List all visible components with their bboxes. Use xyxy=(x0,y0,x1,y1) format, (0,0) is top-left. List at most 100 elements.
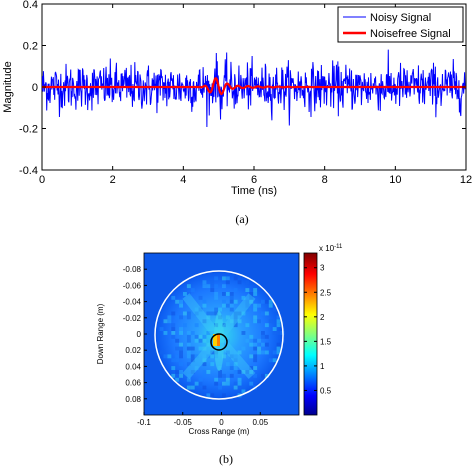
heatmap-cell xyxy=(206,370,211,374)
heatmap-cell xyxy=(175,346,180,351)
heatmap-cell xyxy=(245,303,250,308)
heatmap-cell xyxy=(233,370,238,374)
heatmap-y-tick-label: -0.02 xyxy=(123,314,142,323)
heatmap-cell xyxy=(225,315,230,320)
heatmap-cell xyxy=(249,381,254,386)
heatmap-cell xyxy=(167,319,172,324)
heatmap-cell xyxy=(206,331,211,335)
heatmap-cell xyxy=(276,319,281,324)
heatmap-cell xyxy=(249,334,254,339)
heatmap-cell xyxy=(202,373,207,378)
heatmap-cell xyxy=(218,373,222,378)
heatmap-cell xyxy=(186,346,191,351)
top-x-tick-label: 8 xyxy=(322,174,328,186)
target-circle xyxy=(210,333,228,351)
heatmap-cell xyxy=(198,334,203,339)
heatmap-cell xyxy=(202,303,207,308)
heatmap-cell xyxy=(261,350,265,355)
heatmap-cell xyxy=(233,366,238,370)
legend-noisy-label: Noisy Signal xyxy=(370,12,431,24)
heatmap-cell xyxy=(229,373,234,378)
heatmap-cell xyxy=(272,350,277,355)
legend: Noisy Signal Noisefree Signal xyxy=(337,6,464,43)
top-x-tick-label: 2 xyxy=(110,174,116,186)
heatmap-cell xyxy=(229,292,234,296)
heatmap-cell xyxy=(183,288,187,292)
heatmap-cell xyxy=(241,385,246,390)
heatmap-x-tick-label: -0.1 xyxy=(137,418,151,427)
heatmap-cell xyxy=(218,377,222,382)
caption-a: (a) xyxy=(235,212,248,226)
heatmap-cell xyxy=(268,319,273,324)
heatmap-cell xyxy=(249,370,254,374)
top-x-tick-label: 10 xyxy=(389,174,401,186)
heatmap-cell xyxy=(253,319,258,324)
top-chart: 0 2 4 6 8 10 12 0.4 0.2 0 -0.2 -0.4 Time (ns) Magn… xyxy=(2,0,472,197)
heatmap-cell xyxy=(222,276,226,281)
heatmap-cell xyxy=(245,338,250,343)
heatmap-cell xyxy=(186,334,191,339)
heatmap-cell xyxy=(179,327,183,331)
heatmap-cell xyxy=(202,358,207,363)
top-x-ticks: 0 2 4 6 8 10 12 xyxy=(39,4,472,186)
heatmap-cell xyxy=(202,280,207,285)
heatmap-hotspot-core xyxy=(217,334,220,346)
heatmap-cell xyxy=(261,311,265,316)
heatmap-cell xyxy=(225,350,230,355)
heatmap-cell xyxy=(233,323,238,328)
heatmap-cell xyxy=(171,311,176,316)
top-y-axis-label: Magnitude xyxy=(2,61,14,112)
heatmap-cell xyxy=(186,338,191,343)
heatmap-cell xyxy=(175,358,180,363)
heatmap-cell xyxy=(249,354,254,359)
colorbar-tick-label: 0.5 xyxy=(320,386,332,395)
heatmap-cell xyxy=(233,299,238,304)
heatmap-cell xyxy=(210,284,215,289)
heatmap-cell xyxy=(241,331,246,335)
heatmap-cell xyxy=(194,338,199,343)
top-y-tick-label: 0.4 xyxy=(23,0,38,11)
heatmap-cell xyxy=(202,299,207,304)
heatmap-cell xyxy=(233,319,238,324)
heatmap-cell xyxy=(214,292,219,296)
heatmap-cell xyxy=(222,292,226,296)
heatmap-cell xyxy=(237,350,242,355)
heatmap-cell xyxy=(229,307,234,312)
heatmap-cell xyxy=(214,276,219,281)
heatmap-cell xyxy=(202,385,207,390)
heatmap-cell xyxy=(210,311,215,316)
series-noisefree-signal xyxy=(42,76,466,96)
heatmap-cell xyxy=(210,338,215,343)
heatmap-cell xyxy=(179,350,183,355)
heatmap-cell xyxy=(249,295,254,300)
heatmap-cell xyxy=(186,354,191,359)
heatmap-cell xyxy=(175,338,180,343)
heatmap-cell xyxy=(233,288,238,292)
heatmap-cell xyxy=(245,288,250,292)
heatmap-cell xyxy=(186,315,191,320)
heatmap-cell xyxy=(261,331,265,335)
colorbar-tick-label: 2.5 xyxy=(320,288,332,297)
heatmap-cell xyxy=(253,358,258,363)
colorbar-tick-label: 1.5 xyxy=(320,337,332,346)
heatmap-cell xyxy=(261,334,265,339)
heatmap-cell xyxy=(225,280,230,285)
heatmap-cell xyxy=(163,319,168,324)
heatmap-cell xyxy=(268,303,273,308)
heatmap-cell xyxy=(194,366,199,370)
legend-box xyxy=(337,6,464,43)
heatmap-cell xyxy=(186,350,191,355)
heatmap-cell xyxy=(222,354,226,359)
heatmap-cell xyxy=(257,303,261,308)
heatmap-cell xyxy=(241,346,246,351)
heatmap-cell xyxy=(206,284,211,289)
heatmap-cell xyxy=(222,323,226,328)
heatmap-cell xyxy=(159,327,164,331)
heatmap-y-tick-label: -0.06 xyxy=(123,281,142,290)
bottom-chart: -0.1 -0.05 0 0.05 -0.08 -0.06 -0.04 -0.02 0 0.02… xyxy=(96,244,343,436)
heatmap-cell xyxy=(159,350,164,355)
heatmap-cell xyxy=(190,385,195,390)
heatmap-cell xyxy=(268,299,273,304)
heatmap-cell xyxy=(175,299,180,304)
heatmap-cell xyxy=(253,346,258,351)
